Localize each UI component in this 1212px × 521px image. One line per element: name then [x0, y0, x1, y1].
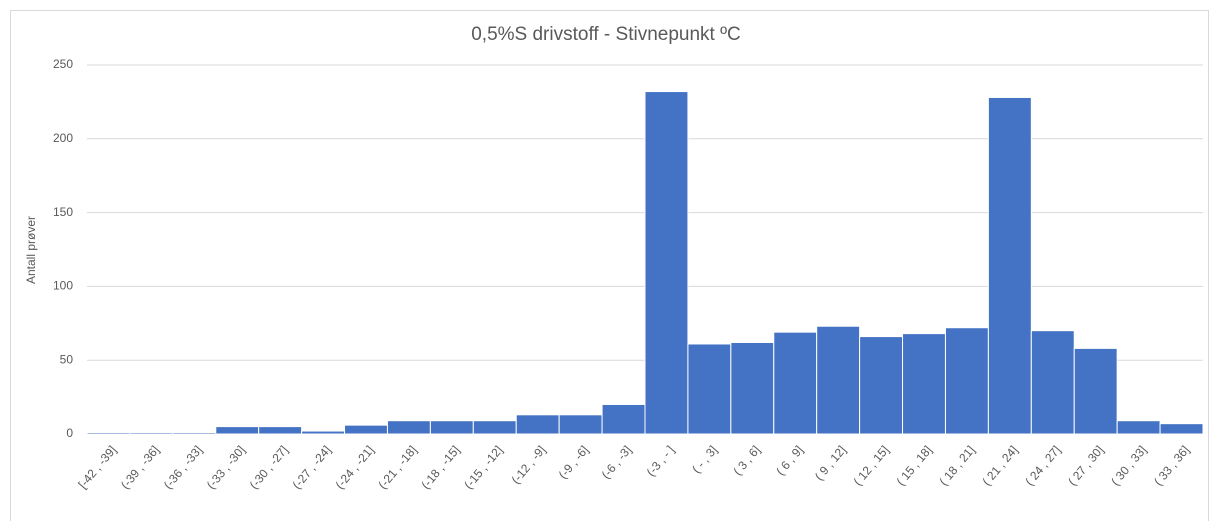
bar	[944, 327, 989, 435]
bar	[859, 336, 904, 435]
y-axis-label: Antall prøver	[24, 216, 38, 284]
y-tick-label: 50	[60, 352, 74, 366]
bar	[1116, 420, 1161, 435]
bar	[687, 343, 732, 435]
bar	[816, 325, 861, 435]
bar	[1159, 423, 1204, 435]
chart-title: 0,5%S drivstoff - Stivnepunkt ºC	[471, 24, 741, 45]
y-tick-label: 200	[53, 131, 73, 145]
bar	[730, 341, 775, 435]
bar	[215, 426, 260, 435]
bar	[558, 414, 603, 435]
y-tick-label: 250	[53, 57, 73, 71]
bar	[1030, 330, 1075, 435]
bar	[987, 96, 1032, 435]
bar	[601, 403, 646, 435]
bar	[386, 420, 431, 435]
bar	[86, 432, 131, 435]
y-tick-label: 100	[53, 279, 73, 293]
bar	[515, 414, 560, 435]
bar	[129, 432, 174, 435]
y-tick-label: 150	[53, 205, 73, 219]
bar	[301, 430, 346, 435]
bar	[472, 420, 517, 435]
bar	[1073, 347, 1118, 435]
y-tick-label: 0	[66, 426, 73, 440]
bar	[644, 91, 689, 435]
bar	[429, 420, 474, 435]
bar	[172, 432, 217, 435]
bar	[773, 331, 818, 435]
bar	[258, 426, 303, 435]
bar	[344, 424, 388, 435]
bar	[902, 333, 946, 435]
